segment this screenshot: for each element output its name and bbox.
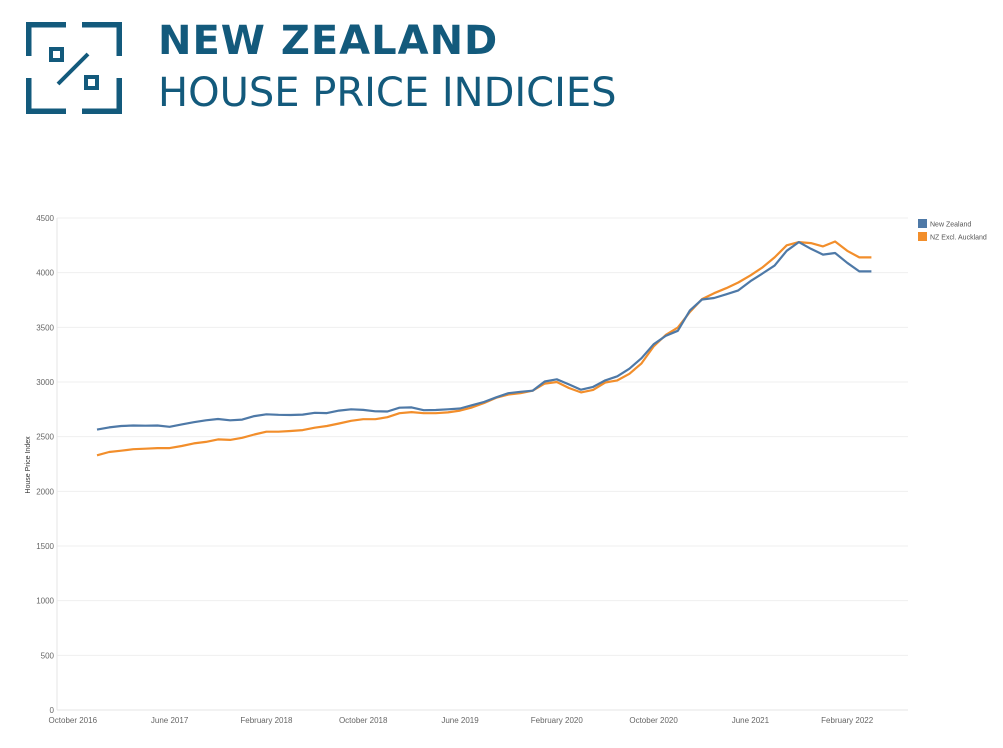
chart-gridlines — [56, 217, 908, 711]
header: NEW ZEALAND HOUSE PRICE INDICIES — [0, 0, 1003, 130]
y-tick-label: 0 — [50, 706, 55, 715]
x-tick-label: October 2016 — [49, 716, 98, 725]
x-axis-ticks: October 2016 June 2017 February 2018 Octobe… — [49, 716, 874, 725]
page-title: NEW ZEALAND — [158, 18, 499, 64]
legend-label: New Zealand — [930, 222, 971, 229]
y-axis-label: House Price Index — [25, 436, 32, 494]
y-tick-label: 1500 — [36, 542, 54, 551]
legend-swatch — [918, 232, 927, 241]
x-tick-label: February 2018 — [240, 716, 293, 725]
y-tick-label: 4000 — [36, 269, 54, 278]
x-tick-label: October 2018 — [339, 716, 388, 725]
series-line — [96, 240, 872, 457]
x-tick-label: October 2020 — [629, 716, 678, 725]
y-tick-label: 3500 — [36, 323, 54, 332]
x-tick-label: June 2017 — [151, 716, 189, 725]
y-tick-label: 1000 — [36, 597, 54, 606]
y-tick-label: 2500 — [36, 433, 54, 442]
x-tick-label: February 2022 — [821, 716, 874, 725]
legend-label: NZ Excl. Auckland — [930, 235, 987, 242]
y-tick-label: 500 — [41, 651, 55, 660]
x-tick-label: June 2021 — [732, 716, 770, 725]
x-tick-label: February 2020 — [531, 716, 584, 725]
y-tick-label: 3000 — [36, 378, 54, 387]
x-tick-label: June 2019 — [441, 716, 479, 725]
series-line — [96, 241, 872, 431]
legend-swatch — [918, 219, 927, 228]
page-subtitle: HOUSE PRICE INDICIES — [158, 70, 617, 116]
y-tick-label: 2000 — [36, 487, 54, 496]
percent-logo-icon — [26, 22, 122, 114]
chart-legend: New Zealand NZ Excl. Auckland — [918, 219, 987, 242]
y-tick-label: 4500 — [36, 214, 54, 223]
y-axis-ticks: 0 500 1000 1500 2000 2500 3000 3500 4000 4500 — [36, 214, 54, 715]
chart-series — [96, 240, 872, 457]
